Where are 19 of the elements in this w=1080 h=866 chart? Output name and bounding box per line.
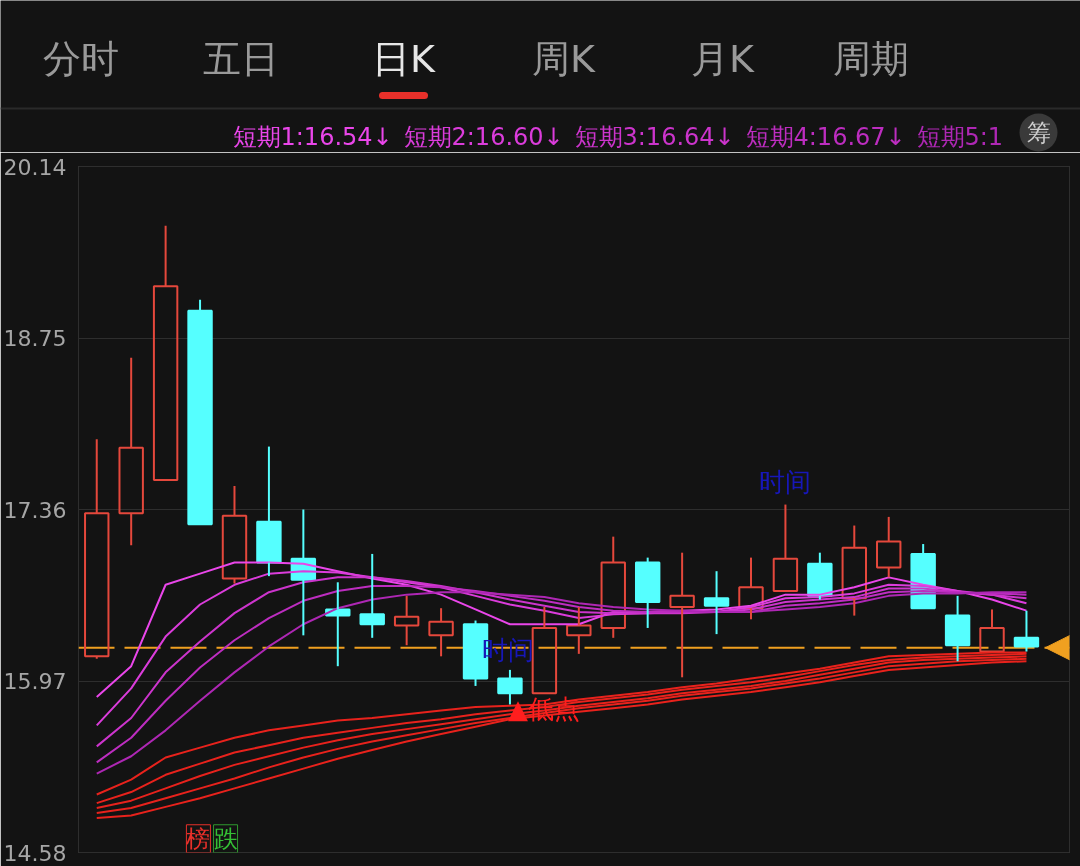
text: 月K (691, 36, 756, 81)
text: 短期5:1 (916, 122, 1004, 151)
text: 短期2:16.60↓ (403, 122, 564, 151)
annotation: 跌 (213, 824, 238, 853)
y-tick-label: 15.97 (3, 669, 67, 694)
y-tick-label: 18.75 (3, 326, 67, 351)
y-tick-label: 20.14 (3, 154, 67, 180)
y-tick-label: 17.36 (3, 497, 67, 523)
annotation: 时间 (758, 467, 811, 498)
text: 短期3:16.64↓ (574, 122, 735, 151)
text: 短期1:16.54↓ (232, 122, 393, 151)
text: 周K (532, 36, 597, 81)
text: 日K (372, 36, 437, 81)
text: 周期 (832, 36, 909, 81)
text: 五日 (202, 36, 279, 81)
text: 筹 (1026, 118, 1051, 147)
y-tick-label: 14.58 (3, 840, 67, 866)
text: 分时 (42, 36, 119, 81)
text: 短期4:16.67↓ (745, 122, 906, 151)
